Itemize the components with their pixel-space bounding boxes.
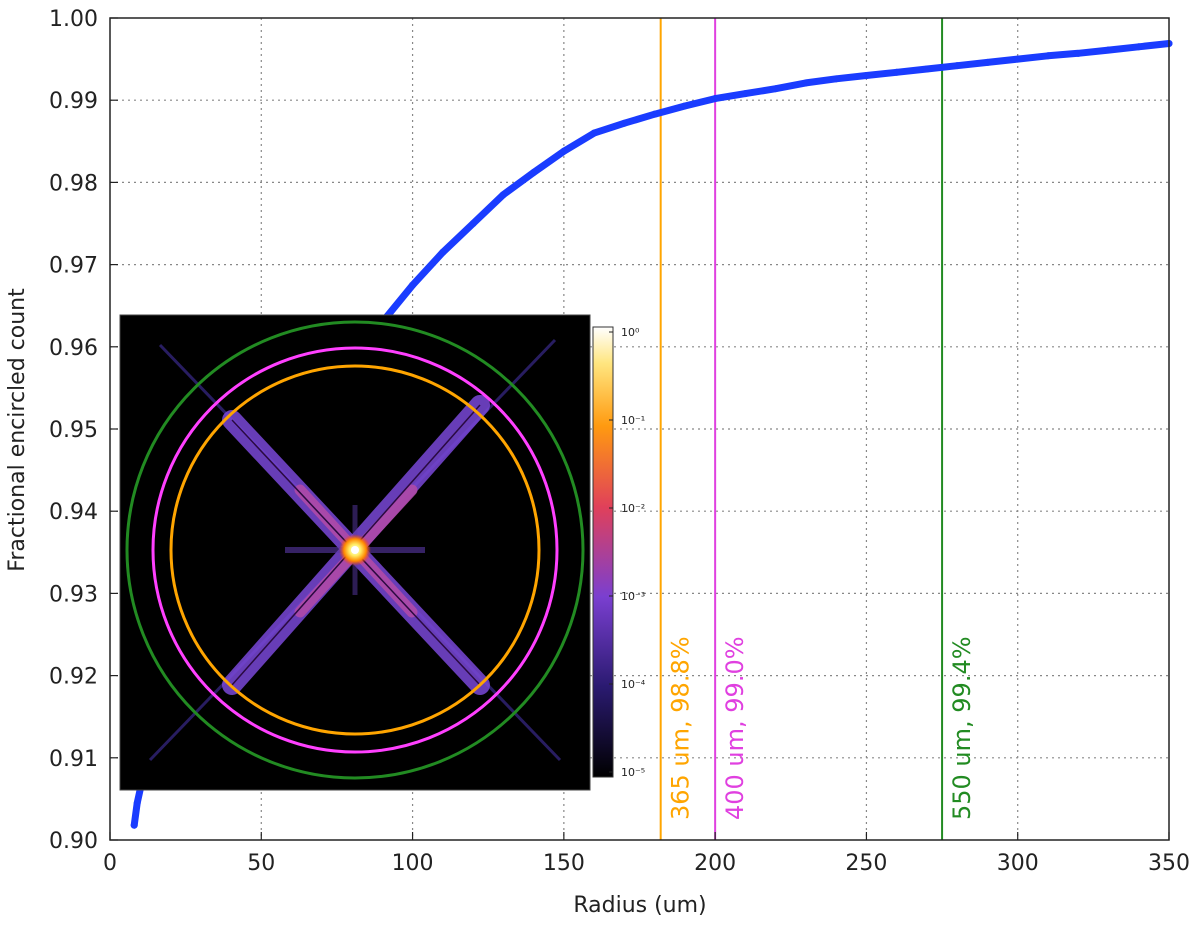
data-point (1074, 49, 1082, 57)
y-tick-label: 0.90 (49, 829, 98, 854)
colorbar-label: 10⁻³ (621, 590, 645, 603)
data-point (1135, 43, 1143, 51)
x-tick-label: 50 (247, 851, 275, 876)
x-tick-label: 200 (694, 851, 736, 876)
x-axis: 0 50 100 150 200 250 300 350 (103, 832, 1190, 876)
data-point (1044, 52, 1052, 60)
data-point (133, 799, 141, 807)
ring-550um (125, 320, 585, 780)
y-tick-label: 0.94 (49, 500, 98, 525)
y-tick-label: 0.95 (49, 418, 98, 443)
colorbar-label: 10⁻¹ (621, 414, 645, 427)
data-point (832, 75, 840, 83)
data-point (802, 79, 810, 87)
y-tick-label: 0.99 (49, 89, 98, 114)
data-point (741, 90, 749, 98)
annotation-lines: 365 um, 98.8% 400 um, 99.0% 550 um, 99.4% (659, 18, 976, 840)
data-point (1104, 46, 1112, 54)
colorbar-labels: 10⁰ 10⁻¹ 10⁻² 10⁻³ 10⁻⁴ 10⁻⁵ (609, 326, 646, 779)
x-tick-label: 0 (103, 851, 117, 876)
x-tick-label: 100 (392, 851, 434, 876)
y-axis: 0.90 0.91 0.92 0.93 0.94 0.95 0.96 0.97 0.98 0.99… (49, 7, 118, 854)
vline-label: 400 um, 99.0% (721, 636, 749, 820)
data-point (862, 72, 870, 80)
data-point (620, 119, 628, 127)
data-point (1014, 55, 1022, 63)
data-point (893, 68, 901, 76)
y-tick-label: 0.97 (49, 254, 98, 279)
data-point (560, 147, 568, 155)
colorbar-label: 10⁰ (621, 326, 640, 339)
data-point (953, 62, 961, 70)
ring-365um (169, 364, 541, 736)
vline-label: 550 um, 99.4% (948, 636, 976, 820)
data-point (130, 821, 138, 829)
data-point (923, 65, 931, 73)
psf-inset-image: 10⁰ 10⁻¹ 10⁻² 10⁻³ 10⁻⁴ 10⁻⁵ (119, 314, 646, 791)
data-point (681, 102, 689, 110)
ring-400um (151, 346, 559, 754)
data-point (469, 220, 477, 227)
vline-label: 365 um, 98.8% (667, 636, 695, 820)
x-tick-label: 150 (543, 851, 585, 876)
y-tick-label: 0.96 (49, 336, 98, 361)
data-point (499, 191, 507, 199)
colorbar (592, 326, 614, 778)
data-point (711, 95, 719, 103)
data-point (439, 248, 447, 256)
y-tick-label: 0.93 (49, 582, 98, 607)
y-tick-label: 1.00 (49, 7, 98, 32)
data-point (772, 85, 780, 93)
y-tick-label: 0.98 (49, 171, 98, 196)
colorbar-label: 10⁻⁵ (621, 766, 645, 779)
data-point (530, 169, 538, 177)
data-point (651, 110, 659, 118)
y-axis-label: Fractional encircled count (5, 288, 30, 572)
colorbar-label: 10⁻² (621, 502, 645, 515)
x-axis-label: Radius (um) (573, 893, 706, 918)
data-point (983, 58, 991, 66)
x-tick-label: 300 (997, 851, 1039, 876)
colorbar-label: 10⁻⁴ (621, 678, 646, 691)
y-tick-label: 0.91 (49, 747, 98, 772)
x-tick-label: 250 (845, 851, 887, 876)
y-tick-label: 0.92 (49, 665, 98, 690)
x-tick-label: 350 (1148, 851, 1190, 876)
data-point (409, 281, 417, 289)
data-point (590, 129, 598, 137)
